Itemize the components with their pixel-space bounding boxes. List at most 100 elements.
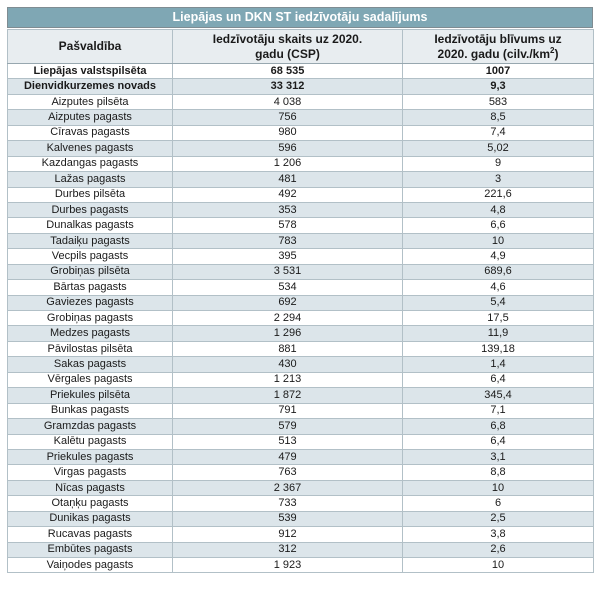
cell-population: 1 296 <box>172 325 403 342</box>
cell-population: 763 <box>172 464 403 481</box>
table-row: Embūtes pagasts 312 2,6 <box>7 541 594 559</box>
cell-population: 1 923 <box>172 556 403 574</box>
cell-population: 492 <box>172 186 403 203</box>
cell-municipality: Virgas pagasts <box>7 464 173 481</box>
cell-density: 6,6 <box>402 217 594 234</box>
cell-municipality: Pāvilostas pilsēta <box>7 340 173 358</box>
cell-density: 6,4 <box>402 371 594 389</box>
cell-population: 4 038 <box>172 93 403 111</box>
cell-population: 353 <box>172 201 403 219</box>
cell-municipality: Priekules pilsēta <box>7 387 173 404</box>
cell-density: 11,9 <box>402 325 594 342</box>
cell-municipality: Vērgales pagasts <box>7 371 173 389</box>
cell-density: 8,5 <box>402 109 594 126</box>
cell-density: 2,6 <box>402 541 594 559</box>
cell-population: 430 <box>172 356 403 373</box>
page: Liepājas un DKN ST iedzīvotāju sadalījum… <box>7 7 594 574</box>
table-row: Grobiņas pilsēta 3 531 689,6 <box>7 263 594 281</box>
table-row: Durbes pilsēta 492 221,6 <box>7 186 594 203</box>
cell-density: 9,3 <box>402 78 594 95</box>
cell-municipality: Rucavas pagasts <box>7 526 173 543</box>
cell-density: 1,4 <box>402 356 594 373</box>
cell-municipality: Bunkas pagasts <box>7 402 173 420</box>
cell-municipality: Gaviezes pagasts <box>7 294 173 312</box>
table-row: Bunkas pagasts 791 7,1 <box>7 402 594 420</box>
cell-municipality: Grobiņas pagasts <box>7 309 173 327</box>
table-row: Tadaiķu pagasts 783 10 <box>7 232 594 250</box>
table-row: Rucavas pagasts 912 3,8 <box>7 526 594 543</box>
table-row: Dienvidkurzemes novads 33 312 9,3 <box>7 78 594 95</box>
table-row: Vaiņodes pagasts 1 923 10 <box>7 556 594 574</box>
cell-municipality: Dunalkas pagasts <box>7 217 173 234</box>
table-row: Bārtas pagasts 534 4,6 <box>7 279 594 296</box>
table-row: Cīravas pagasts 980 7,4 <box>7 124 594 142</box>
table-row: Aizputes pagasts 756 8,5 <box>7 109 594 126</box>
cell-population: 783 <box>172 232 403 250</box>
cell-density: 17,5 <box>402 309 594 327</box>
cell-density: 221,6 <box>402 186 594 203</box>
cell-density: 10 <box>402 232 594 250</box>
cell-municipality: Gramzdas pagasts <box>7 418 173 435</box>
column-header-label: Pašvaldība <box>58 39 122 53</box>
table-row: Gramzdas pagasts 579 6,8 <box>7 418 594 435</box>
cell-municipality: Aizputes pilsēta <box>7 93 173 111</box>
cell-population: 733 <box>172 495 403 512</box>
header-row: Pašvaldība Iedzīvotāju skaits uz 2020. g… <box>7 29 594 64</box>
cell-population: 479 <box>172 448 403 466</box>
cell-municipality: Tadaiķu pagasts <box>7 232 173 250</box>
cell-population: 578 <box>172 217 403 234</box>
cell-municipality: Vaiņodes pagasts <box>7 556 173 574</box>
cell-population: 513 <box>172 433 403 450</box>
cell-density: 4,9 <box>402 248 594 265</box>
cell-population: 1 872 <box>172 387 403 404</box>
cell-population: 912 <box>172 526 403 543</box>
table-body: Liepājas valstspilsēta 68 535 1007 Dienv… <box>7 62 594 574</box>
cell-population: 395 <box>172 248 403 265</box>
table-row: Durbes pagasts 353 4,8 <box>7 201 594 219</box>
cell-municipality: Grobiņas pilsēta <box>7 263 173 281</box>
cell-population: 33 312 <box>172 78 403 95</box>
column-header-label-close: ) <box>554 46 559 61</box>
column-header-municipality: Pašvaldība <box>7 29 173 64</box>
cell-municipality: Kalvenes pagasts <box>7 140 173 157</box>
cell-municipality: Durbes pagasts <box>7 201 173 219</box>
table-row: Kalvenes pagasts 596 5,02 <box>7 140 594 157</box>
table-row: Sakas pagasts 430 1,4 <box>7 356 594 373</box>
table-row: Otaņķu pagasts 733 6 <box>7 495 594 512</box>
cell-population: 481 <box>172 171 403 188</box>
cell-municipality: Vecpils pagasts <box>7 248 173 265</box>
table-row: Vērgales pagasts 1 213 6,4 <box>7 371 594 389</box>
cell-density: 3,8 <box>402 526 594 543</box>
cell-population: 692 <box>172 294 403 312</box>
cell-population: 791 <box>172 402 403 420</box>
cell-municipality: Bārtas pagasts <box>7 279 173 296</box>
table-row: Kalētu pagasts 513 6,4 <box>7 433 594 450</box>
cell-density: 10 <box>402 479 594 497</box>
cell-population: 980 <box>172 124 403 142</box>
cell-density: 583 <box>402 93 594 111</box>
table-row: Medzes pagasts 1 296 11,9 <box>7 325 594 342</box>
table-row: Liepājas valstspilsēta 68 535 1007 <box>7 62 594 80</box>
table-row: Vecpils pagasts 395 4,9 <box>7 248 594 265</box>
cell-municipality: Dienvidkurzemes novads <box>7 78 173 95</box>
cell-density: 6,4 <box>402 433 594 450</box>
cell-municipality: Dunikas pagasts <box>7 510 173 528</box>
table-row: Pāvilostas pilsēta 881 139,18 <box>7 340 594 358</box>
cell-population: 68 535 <box>172 62 403 80</box>
table-row: Priekules pagasts 479 3,1 <box>7 448 594 466</box>
cell-municipality: Priekules pagasts <box>7 448 173 466</box>
cell-municipality: Lažas pagasts <box>7 171 173 188</box>
superscript-2: 2 <box>550 45 555 55</box>
cell-density: 2,5 <box>402 510 594 528</box>
cell-population: 1 206 <box>172 155 403 173</box>
column-header-label-line1: Iedzīvotāju blīvums uz <box>434 31 562 46</box>
cell-population: 756 <box>172 109 403 126</box>
cell-municipality: Cīravas pagasts <box>7 124 173 142</box>
cell-density: 10 <box>402 556 594 574</box>
cell-population: 312 <box>172 541 403 559</box>
population-table: Pašvaldība Iedzīvotāju skaits uz 2020. g… <box>7 29 594 574</box>
table-row: Gaviezes pagasts 692 5,4 <box>7 294 594 312</box>
cell-population: 596 <box>172 140 403 157</box>
cell-density: 5,4 <box>402 294 594 312</box>
cell-density: 1007 <box>402 62 594 80</box>
